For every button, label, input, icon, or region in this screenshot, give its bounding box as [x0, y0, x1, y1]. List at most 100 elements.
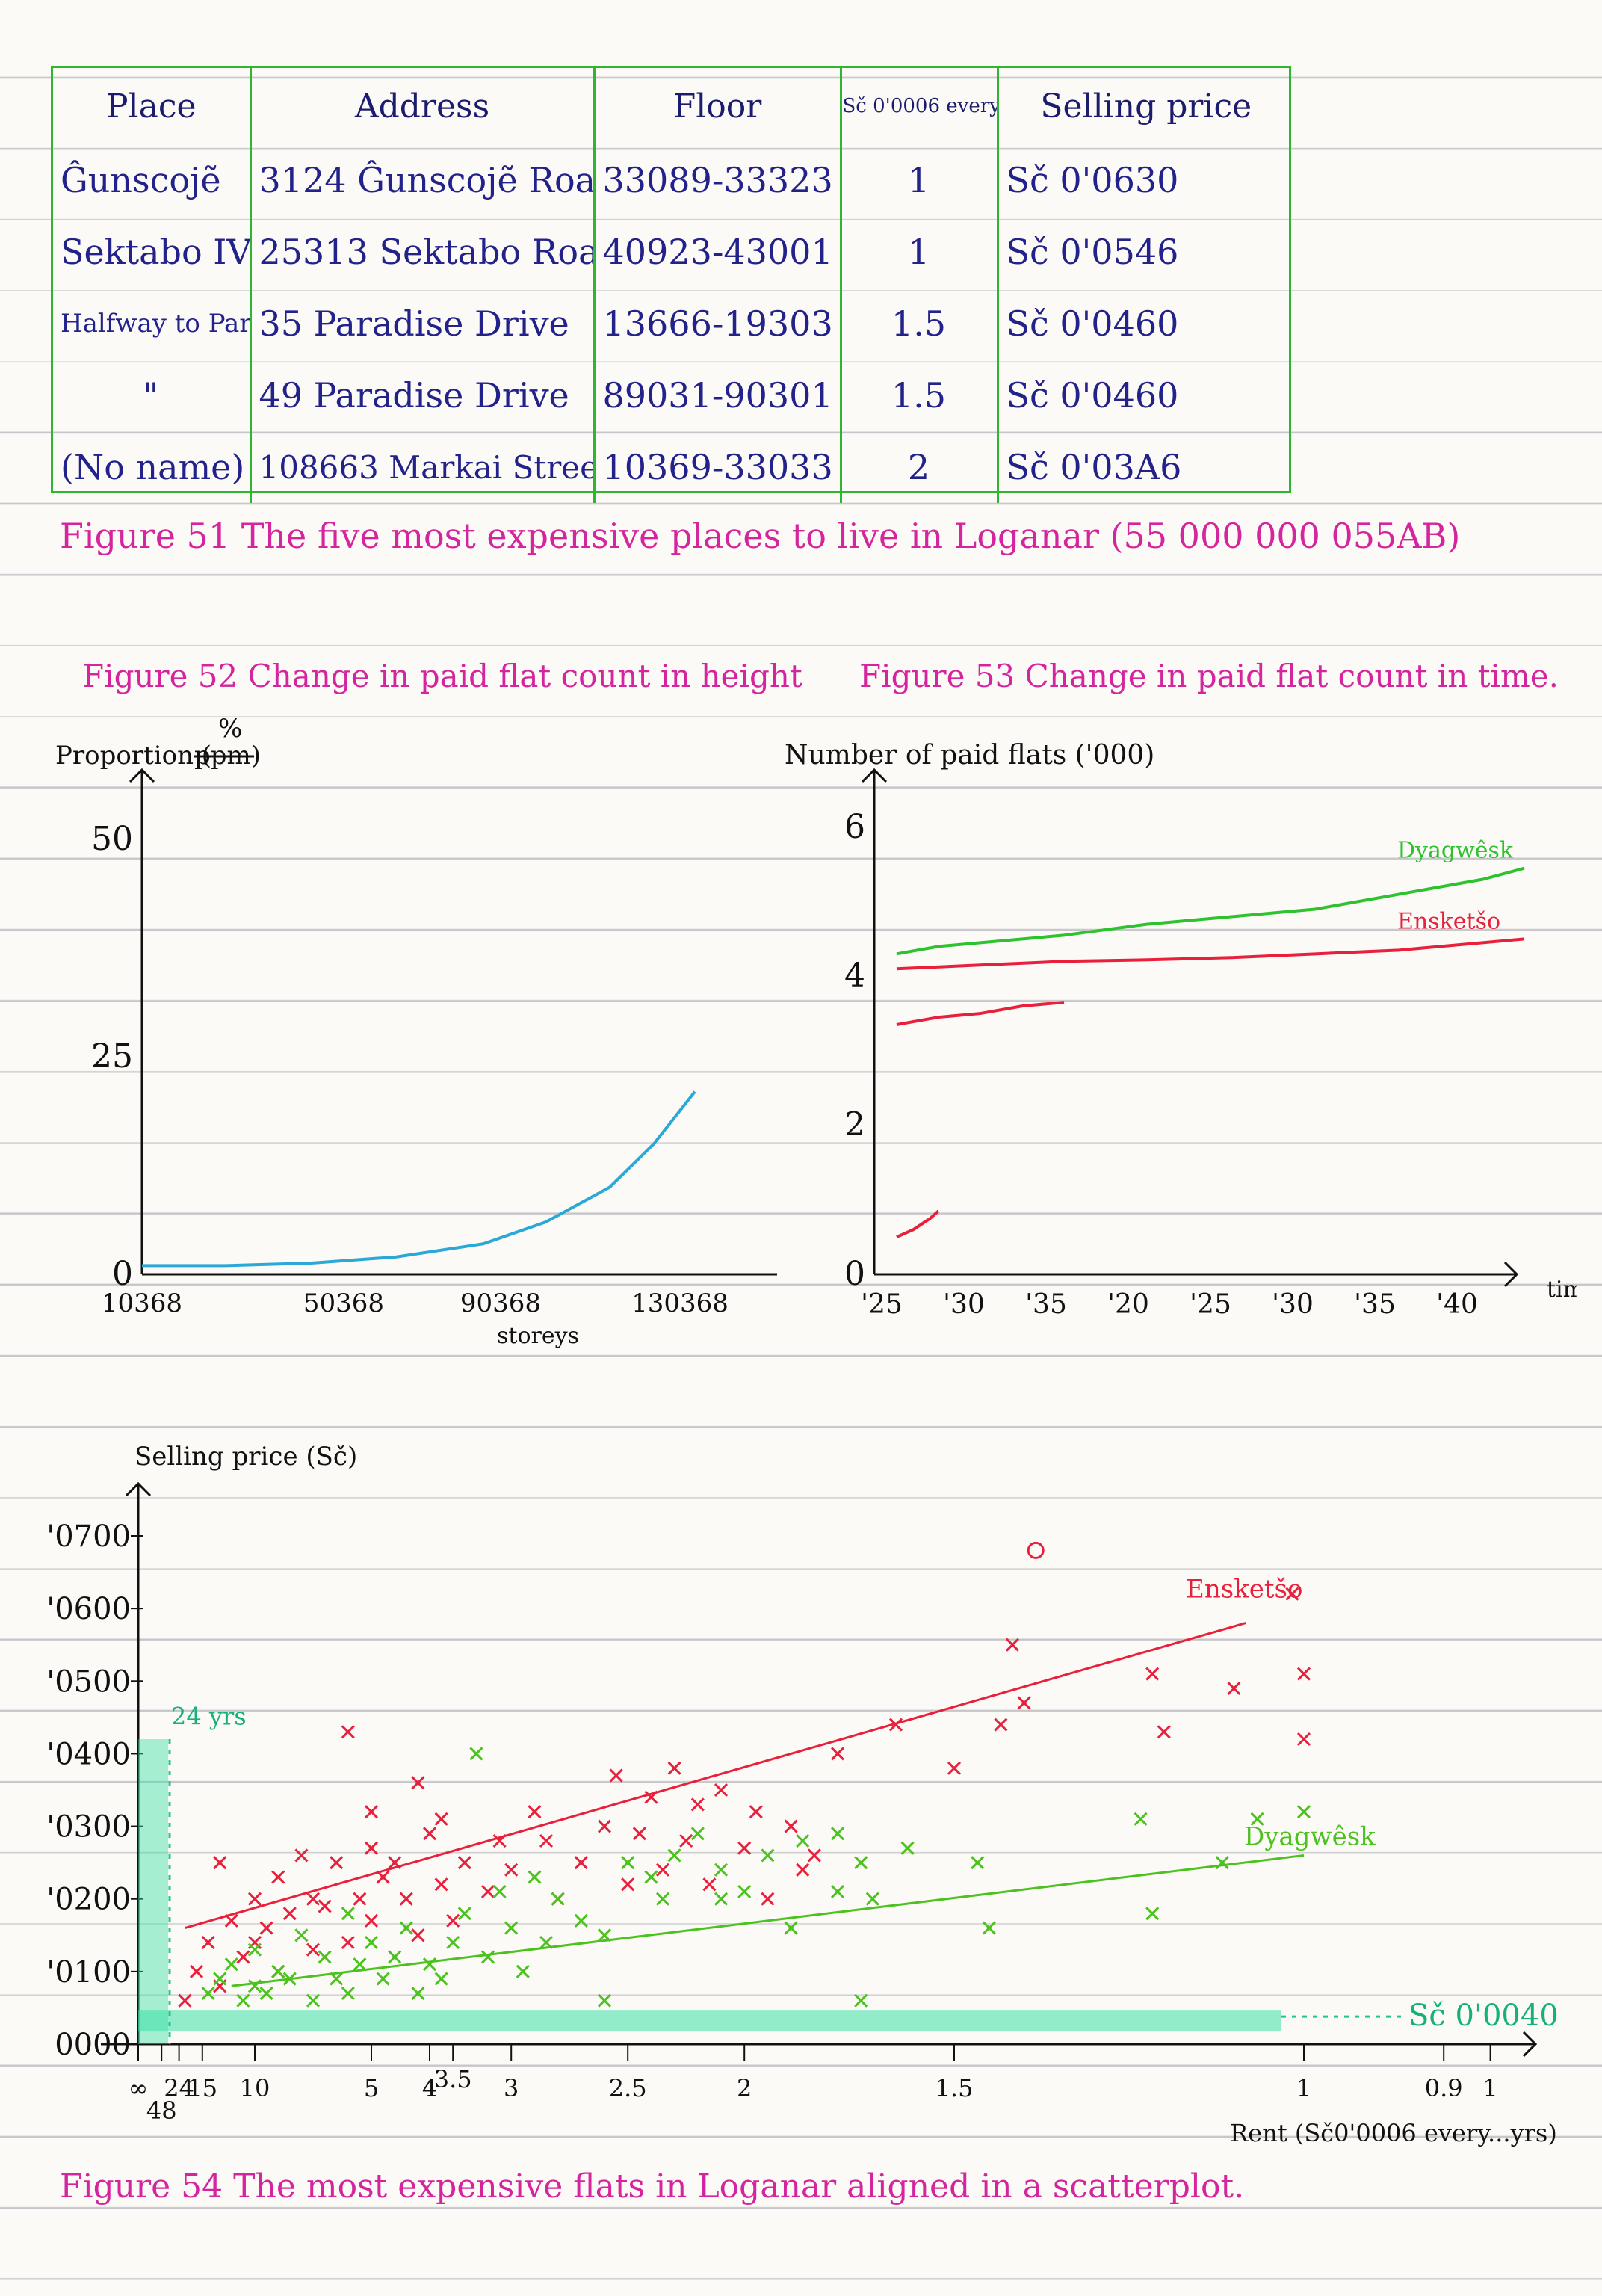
- scatter-point: [178, 1993, 192, 2008]
- cell-address: 35 Paradise Drive: [249, 288, 594, 359]
- scatter-point: [259, 1986, 273, 2001]
- scatter-point: [807, 1848, 821, 1863]
- x-tick-label: 0.9: [1425, 2074, 1463, 2102]
- figure-53-axes: Number of paid flats ('000) 0 2 4 6 '25 '30 '35…: [785, 740, 1577, 1320]
- cell-selling-price: Sč 0'0460: [996, 359, 1293, 431]
- x-tick-label: '25: [1190, 1289, 1231, 1320]
- scatter-point: [1296, 1732, 1311, 1747]
- cell-floor: 89031-90301: [593, 359, 841, 431]
- series-0: Ensketšo: [178, 1541, 1311, 2008]
- x-tick-label: 2.5: [609, 2074, 647, 2102]
- cell-place: Ĝunscojẽ: [61, 160, 221, 200]
- cell-selling-price: Sč 0'03A6: [996, 431, 1293, 503]
- y-axis-arrow: [125, 1481, 152, 1497]
- scatter-point: [644, 1870, 658, 1884]
- scatter-point: [341, 1725, 355, 1739]
- figure-53-chart: Number of paid flats ('000) 0 2 4 6 '25 '30 '35…: [785, 740, 1577, 1320]
- scatter-point: [434, 1972, 448, 1986]
- trend-line: [184, 1622, 1246, 1930]
- y-tick-label: '0400: [46, 1737, 131, 1771]
- scatter-point: [737, 1841, 752, 1855]
- y-tick-label: 2: [844, 1106, 865, 1144]
- y-tick-label: 0: [844, 1255, 865, 1293]
- header-rent-interval: Sč 0'0006 every...yrs: [839, 68, 998, 144]
- x-tick-label: '40: [1436, 1289, 1478, 1320]
- scatter-point: [690, 1827, 705, 1841]
- x-axis-label: Rent (Sč0'0006 every...yrs): [1230, 2119, 1557, 2147]
- scatter-point: [784, 1921, 798, 1935]
- x-tick-label: '20: [1107, 1289, 1149, 1320]
- scatter-point: [318, 1899, 332, 1913]
- scatter-point: [411, 1986, 425, 2001]
- y-tick-label: '0600: [46, 1592, 131, 1626]
- scatter-point: [364, 1935, 379, 1950]
- scatter-point: [796, 1863, 810, 1877]
- x-tick-label: ∞: [129, 2074, 149, 2102]
- scatter-point: [306, 1942, 321, 1957]
- x-tick-label: 24: [164, 2074, 194, 2102]
- scatter-point: [411, 1776, 425, 1790]
- scatter-point: [702, 1877, 717, 1892]
- scatter-point: [224, 1957, 238, 1972]
- table-row: Halfway to Paradise II35 Paradise Drive 1…: [53, 288, 1293, 359]
- scatter-point: [1250, 1812, 1264, 1826]
- scatter-point: [679, 1833, 693, 1848]
- scatter-point: [749, 1805, 763, 1819]
- scatter-point: [597, 1819, 612, 1833]
- scatter-point: [830, 1747, 845, 1761]
- price-threshold-label: Sč 0'0040: [1408, 1999, 1559, 2033]
- places-table: Place Address Floor Sč 0'0006 every...yr…: [53, 68, 1293, 503]
- scatter-point: [306, 1892, 321, 1906]
- scatter-point: [364, 1841, 379, 1855]
- scatter-point: [1134, 1812, 1148, 1826]
- scatter-point: [480, 1884, 495, 1899]
- y-axis-label: Selling price (Sč): [134, 1442, 357, 1472]
- figure-54-plot: Sč 0'0040 24 yrs Ensketšo Dyagwêsk: [138, 1541, 1559, 2044]
- x-tick-label: 10: [240, 2074, 270, 2102]
- scatter-point: [201, 1935, 215, 1950]
- cell-rent-interval: 1: [839, 216, 998, 288]
- header-address: Address: [249, 68, 594, 144]
- figure-54-axes: Selling price (Sč) 0000 '0100 '0200 '0300 '04…: [46, 1442, 1557, 2147]
- cell-place: Halfway to Paradise II: [61, 309, 250, 339]
- y-tick-label: '0300: [46, 1810, 131, 1845]
- series-1: Dyagwêsk: [201, 1747, 1376, 2008]
- scatter-point: [271, 1870, 285, 1884]
- scatter-point: [469, 1747, 483, 1761]
- scatter-point: [539, 1833, 554, 1848]
- scatter-point: [411, 1928, 425, 1942]
- x-axis-arrow: [1503, 1261, 1519, 1288]
- figure-51-caption: Figure 51 The five most expensive places…: [60, 516, 1461, 556]
- scatter-point: [330, 1856, 344, 1870]
- scatter-point: [213, 1856, 227, 1870]
- cell-rent-interval: 1.5: [839, 288, 998, 359]
- header-floor: Floor: [593, 68, 841, 144]
- scatter-point: [737, 1884, 752, 1899]
- cell-address: 3124 Ĝunscojẽ Road: [249, 144, 594, 216]
- scatter-point: [796, 1833, 810, 1848]
- scatter-point: [621, 1856, 635, 1870]
- scatter-point: [1296, 1805, 1311, 1819]
- series-line: [896, 1209, 940, 1238]
- cell-rent-interval: 2: [839, 431, 998, 503]
- scatter-point: [551, 1892, 565, 1906]
- scatter-point: [516, 1964, 530, 1978]
- scatter-point: [294, 1848, 309, 1863]
- scatter-point: [341, 1986, 355, 2001]
- scatter-point: [399, 1921, 413, 1935]
- scatter-point: [574, 1856, 588, 1870]
- scatter-point: [1157, 1725, 1171, 1739]
- scatter-point: [492, 1884, 507, 1899]
- scatter-point: [480, 1950, 495, 1964]
- y-tick-label: 6: [844, 808, 865, 846]
- cell-rent-interval: 1: [839, 144, 998, 216]
- cell-selling-price: Sč 0'0546: [996, 216, 1293, 288]
- scatter-point: [201, 1986, 215, 2001]
- scatter-point: [446, 1913, 460, 1928]
- scatter-point: [854, 1993, 868, 2008]
- y-tick-label: 0000: [55, 2028, 131, 2062]
- scatter-point: [655, 1863, 670, 1877]
- scatter-point: [1145, 1667, 1160, 1681]
- scatter-point: [341, 1907, 355, 1921]
- x-axis-label: storeys: [497, 1323, 579, 1349]
